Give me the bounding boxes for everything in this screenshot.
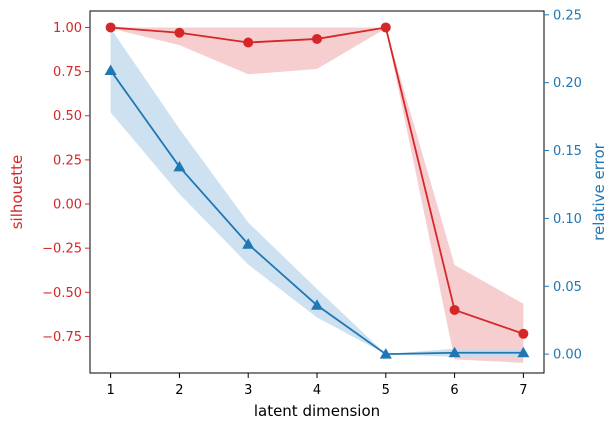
data-point [105,22,116,33]
data-point [243,37,254,48]
data-point [173,160,186,172]
data-point [174,27,185,38]
data-point [242,238,255,249]
data-point [518,328,529,339]
x-axis-label: latent dimension [254,402,380,420]
left-y-tick-label: −0.75 [42,330,82,345]
x-tick-label: 7 [519,383,527,398]
data-point [104,64,117,75]
x-tick-label: 2 [175,383,183,398]
confidence-bands [110,27,524,363]
confidence-band-left [110,27,524,363]
data-point [449,304,460,315]
left-y-tick-label: 0.50 [53,109,82,124]
data-point [311,299,323,310]
x-tick-label: 3 [244,383,252,398]
data-point [380,22,391,33]
left-y-tick-label: −0.25 [42,242,82,257]
right-y-tick-label: 0.15 [553,144,582,159]
right-axis-ticks: 0.25 0.20 0.15 0.10 0.05 0.00 [544,8,582,363]
data-point [379,348,392,359]
left-y-tick-label: 0.00 [53,198,82,213]
right-y-tick-label: 0.20 [553,76,582,91]
x-tick-label: 5 [382,383,390,398]
confidence-band-right [110,28,524,357]
left-axis-label: silhouette [8,155,26,230]
right-y-tick-label: 0.05 [553,280,582,295]
x-tick-label: 6 [450,383,458,398]
right-y-tick-label: 0.10 [553,212,582,227]
left-y-tick-label: −0.50 [42,286,82,301]
series-markers [104,22,530,359]
x-tick-label: 1 [106,383,114,398]
left-y-tick-label: 0.75 [53,65,82,80]
x-axis-ticks: 1 2 3 4 5 6 7 [106,373,528,398]
right-axis-label: relative error [590,142,608,240]
data-point [448,346,461,358]
x-tick-label: 4 [313,383,321,398]
left-y-tick-label: 0.25 [53,153,82,168]
right-y-tick-label: 0.00 [553,348,582,363]
left-y-tick-label: 1.00 [53,21,82,36]
right-y-tick-label: 0.25 [553,8,582,23]
left-axis-ticks: 1.00 0.75 0.50 0.25 0.00 −0.25 −0.50 −0.75 [42,21,90,345]
data-point [312,33,322,44]
data-point [517,346,530,358]
